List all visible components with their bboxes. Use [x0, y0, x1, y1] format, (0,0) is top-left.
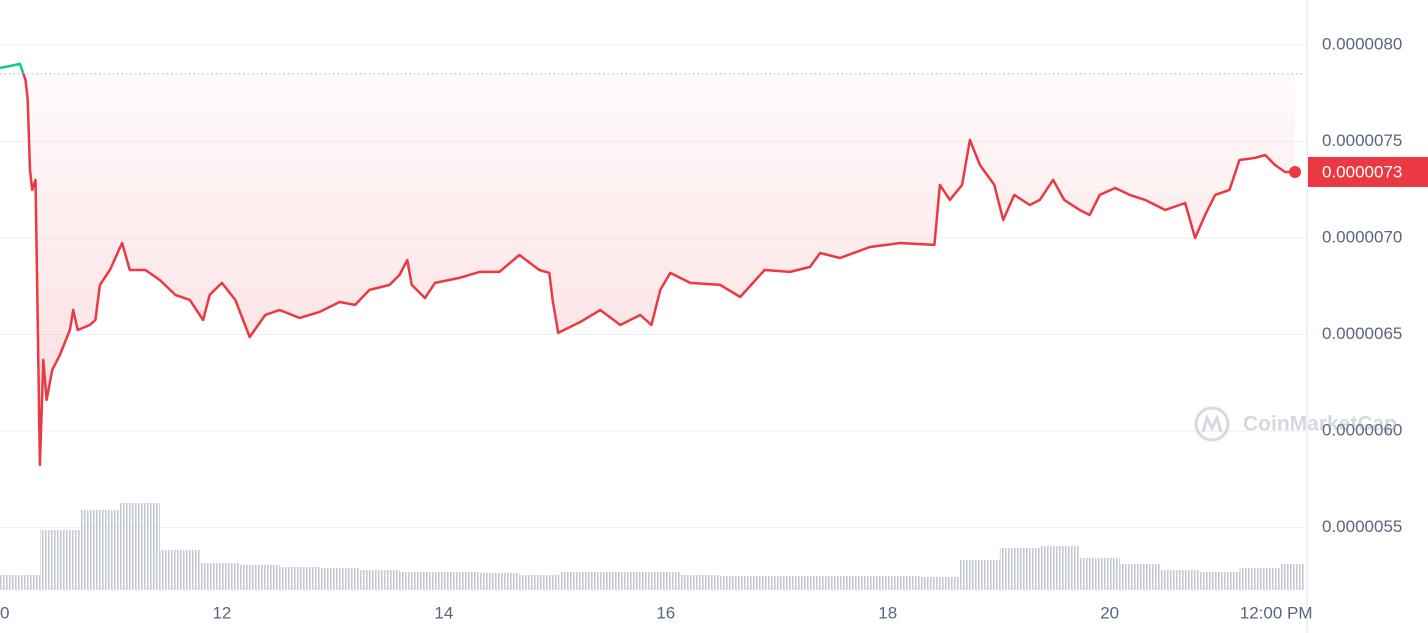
x-tick-label: 12 — [212, 603, 231, 622]
volume-bar — [1159, 570, 1200, 590]
volume-bar — [159, 550, 200, 590]
watermark-logo — [1194, 406, 1230, 442]
volume-bar — [840, 576, 880, 590]
volume-bar — [1079, 558, 1120, 590]
volume-bar — [959, 560, 1000, 590]
y-tick-label: 0.0000070 — [1322, 227, 1402, 246]
volume-bar — [919, 577, 960, 590]
price-area — [0, 73, 1296, 465]
volume-bar — [319, 568, 360, 590]
x-tick-label: 12:00 PM — [1240, 603, 1313, 622]
price-line-down — [22, 73, 1295, 467]
watermark-logo-mark — [1201, 413, 1223, 433]
volume-bar — [879, 576, 920, 590]
last-point — [1289, 165, 1302, 178]
volume-bar — [39, 530, 80, 590]
volume-bar — [1039, 546, 1080, 590]
volume-bar — [439, 572, 480, 590]
y-tick-label: 0.0000060 — [1322, 420, 1402, 439]
volume-bar — [1239, 568, 1280, 590]
volume-bar — [1199, 572, 1240, 590]
volume-bar — [800, 576, 841, 590]
volume-bar — [1119, 564, 1160, 590]
volume-bar — [79, 510, 120, 590]
volume-bar — [720, 576, 761, 590]
volume-bar — [999, 548, 1040, 590]
watermark-text: CoinMarketCap — [1243, 413, 1397, 436]
volume-bar — [479, 573, 520, 590]
volume-bar — [0, 575, 40, 590]
volume-bar — [640, 572, 681, 590]
volume-bar — [359, 570, 400, 590]
y-tick-label: 0.0000065 — [1322, 324, 1402, 343]
volume-bar — [519, 575, 560, 590]
x-tick-label: 20 — [1100, 603, 1119, 622]
volume-bar — [399, 572, 440, 590]
y-tick-label: 0.0000075 — [1322, 131, 1402, 150]
x-tick-label: 10 — [0, 603, 9, 622]
y-tick-label: 0.0000080 — [1322, 34, 1402, 53]
volume-bar — [239, 565, 280, 590]
y-tick-label: 0.0000055 — [1322, 517, 1402, 536]
volume-bar — [279, 567, 320, 590]
x-tick-label: 14 — [434, 603, 453, 622]
volume-bar — [560, 572, 601, 590]
volume-bar — [1279, 564, 1305, 590]
watermark: CoinMarketCap — [1194, 406, 1397, 442]
x-tick-label: 16 — [656, 603, 675, 622]
price-tag — [1308, 156, 1428, 187]
volume-bar — [119, 503, 160, 590]
volume-bar — [760, 576, 801, 590]
price-tag-label: 0.0000073 — [1322, 162, 1402, 181]
x-tick-label: 18 — [878, 603, 897, 622]
volume-bar — [600, 572, 641, 590]
volume-bar — [199, 563, 240, 590]
volume-bar — [680, 575, 721, 590]
